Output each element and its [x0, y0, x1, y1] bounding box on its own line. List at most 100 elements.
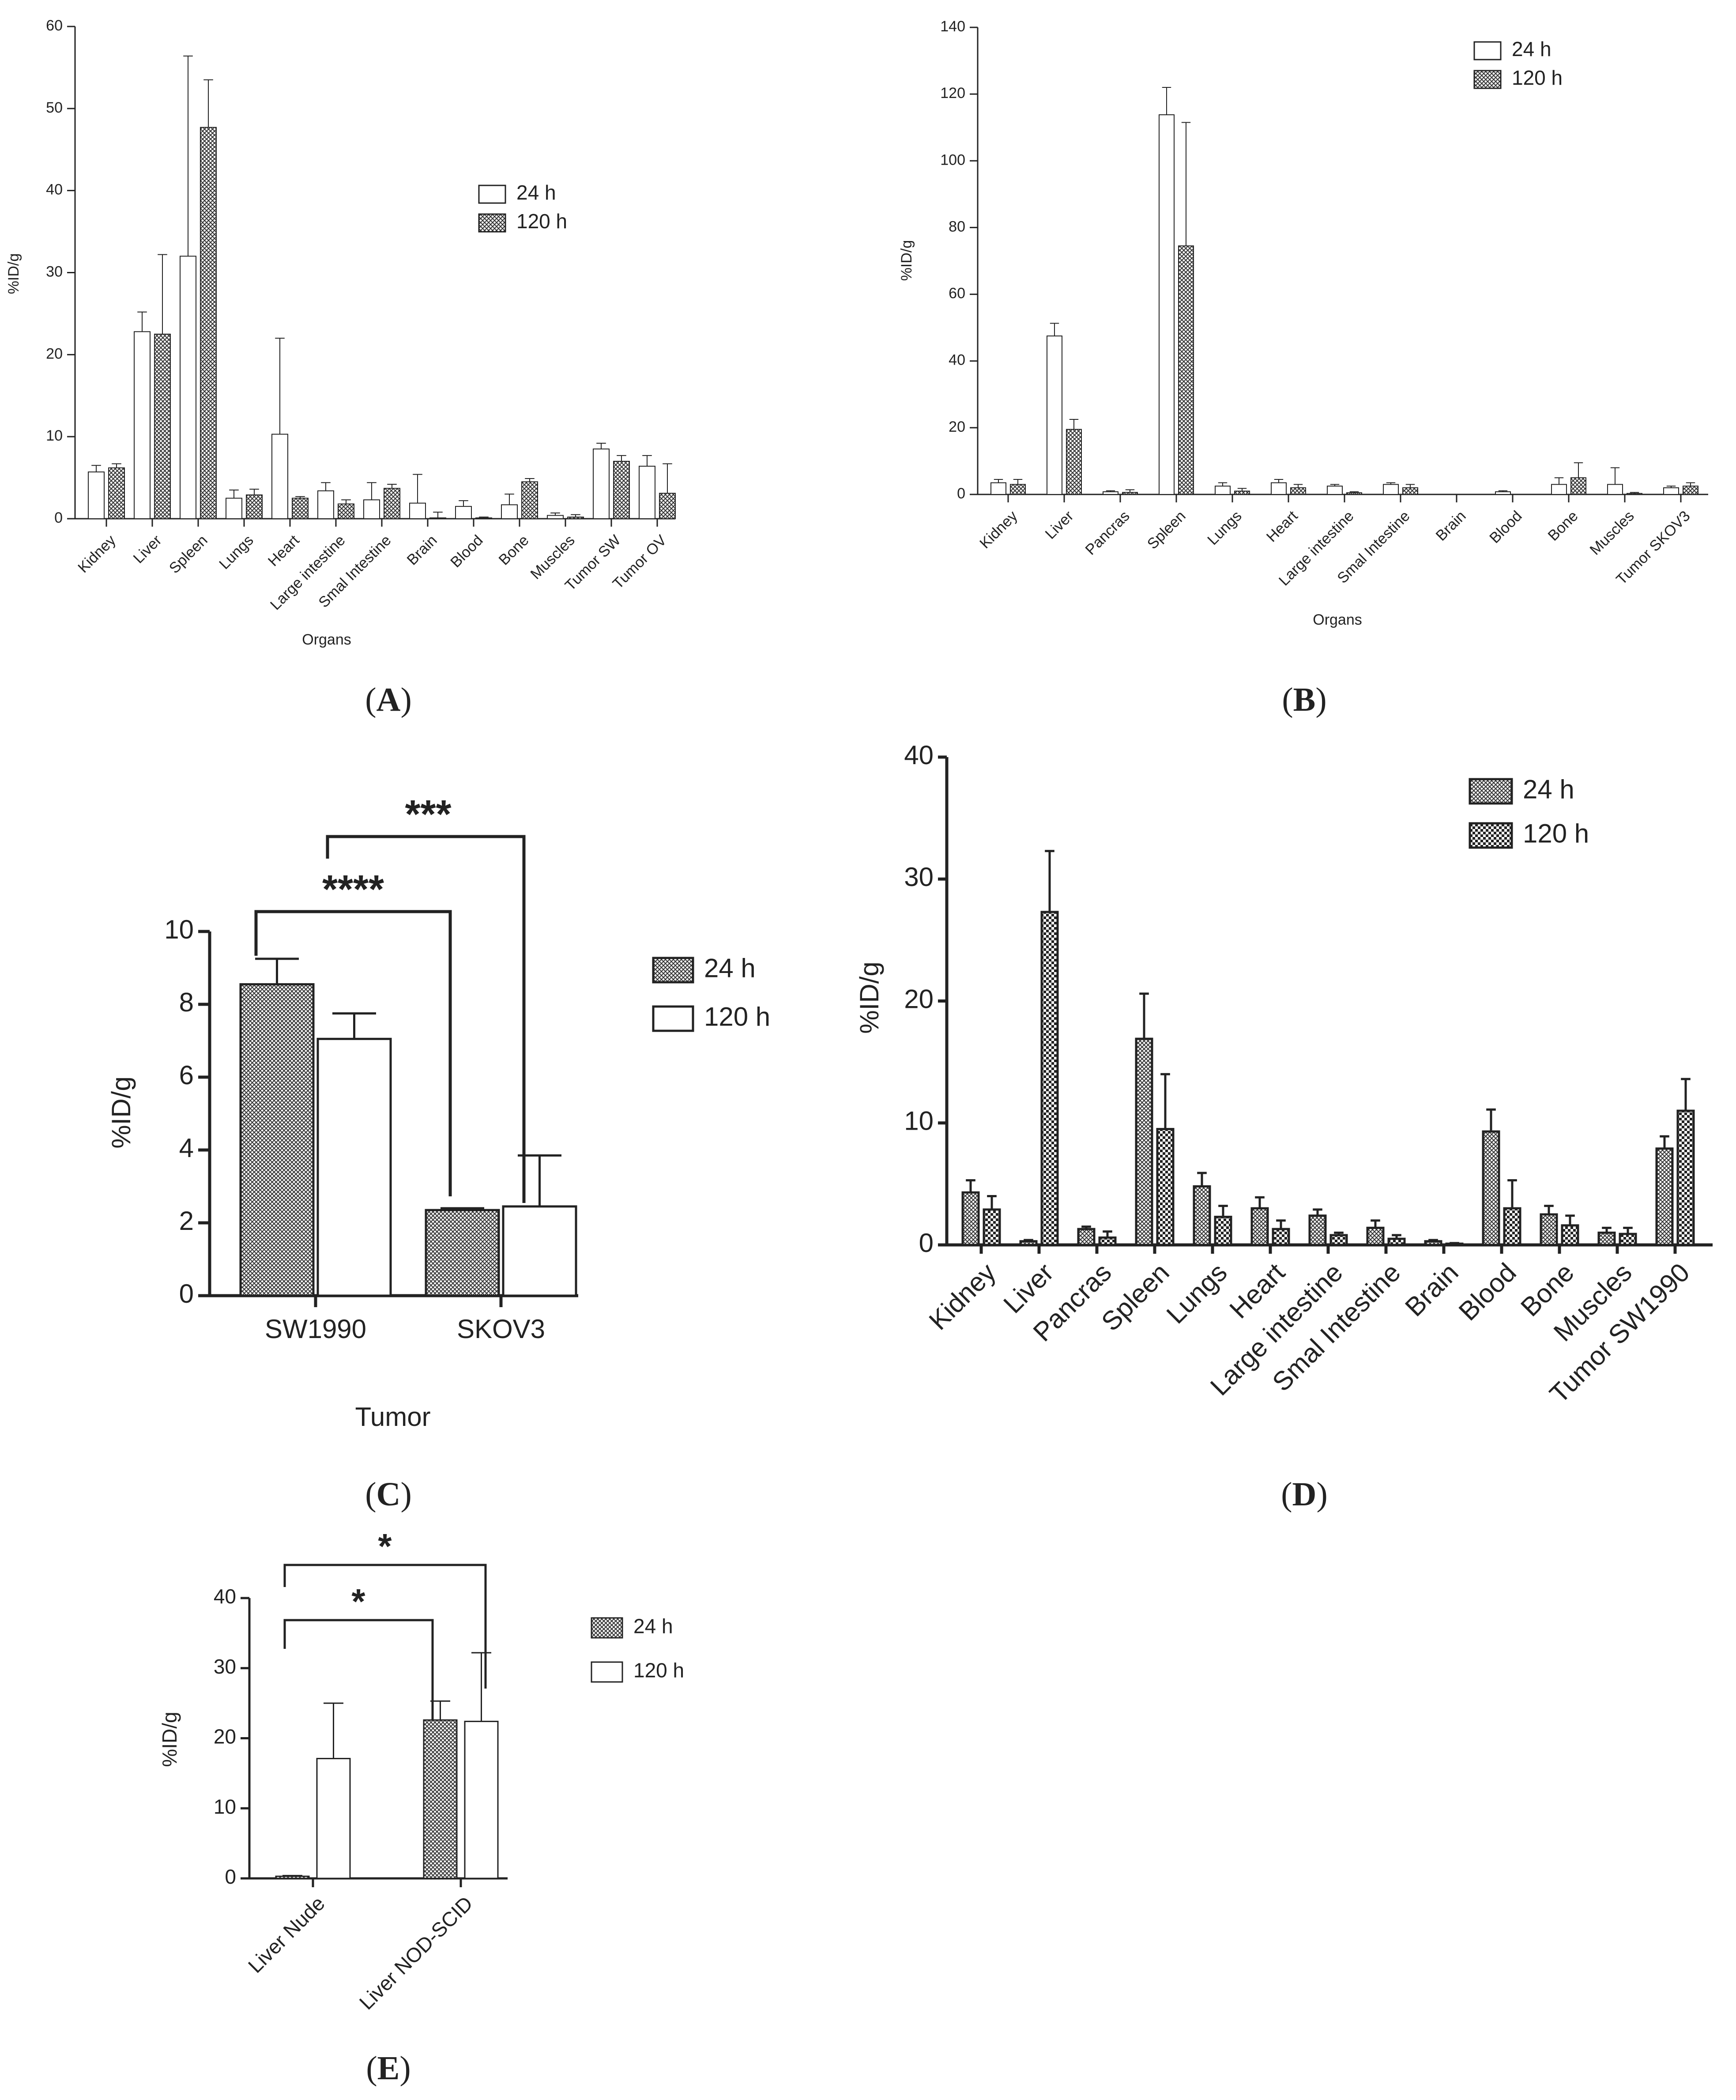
legend-label: 120 h — [1523, 818, 1589, 848]
bar-24h-Spleen — [1159, 114, 1175, 495]
legend-label: 120 h — [1512, 66, 1563, 89]
legend-label: 120 h — [704, 1002, 770, 1031]
y-tick-label: 20 — [46, 345, 63, 362]
x-axis-label: Organs — [302, 631, 351, 648]
y-tick-label: 40 — [904, 740, 934, 770]
category-label: SW1990 — [265, 1314, 366, 1344]
bar-120h-SKOV3 — [502, 1205, 577, 1297]
bar-120h-Liver-Nude — [316, 1758, 351, 1879]
y-tick-label: 10 — [46, 427, 63, 444]
bar-24h-Kidney — [961, 1191, 980, 1246]
category-label: Pancras — [1082, 508, 1133, 558]
y-tick-label: 8 — [179, 988, 194, 1017]
bar-24h-Blood — [1495, 491, 1511, 495]
category-label: Liver Nude — [244, 1892, 329, 1977]
category-label: Muscles — [1587, 508, 1638, 558]
category-label: Heart — [265, 532, 303, 569]
bar-24h-Pancras — [1103, 491, 1118, 495]
panel-paren: ( — [365, 1476, 376, 1513]
category-label: Kidney — [976, 508, 1021, 552]
panel-letter: B — [1293, 681, 1316, 718]
bar-24h-SKOV3 — [425, 1209, 500, 1297]
panel-letter: D — [1292, 1476, 1317, 1513]
y-tick-label: 20 — [949, 418, 965, 435]
bar-120h-Blood — [1503, 1207, 1521, 1246]
bar-120h-Large-intestine — [1346, 492, 1362, 495]
y-tick-label: 4 — [179, 1133, 194, 1163]
bar-24h-Heart — [1250, 1207, 1269, 1246]
y-tick-label: 10 — [164, 915, 194, 944]
significance-stars: * — [351, 1582, 365, 1621]
bar-24h-Large-intestine — [1327, 486, 1343, 495]
bar-120h-Spleen — [200, 127, 217, 519]
bar-120h-Large-intestine — [338, 503, 354, 520]
legend-swatch — [478, 213, 506, 233]
bar-120h-Bone — [521, 481, 538, 519]
category-label: Spleen — [166, 532, 211, 577]
y-tick-label: 60 — [46, 17, 63, 34]
panel-paren: ( — [1281, 1476, 1292, 1513]
bar-120h-Liver — [154, 333, 171, 519]
bar-24h-Large-intestine — [1308, 1214, 1327, 1246]
bar-24h-Lungs — [226, 498, 242, 519]
bar-120h-Liver — [1040, 911, 1059, 1246]
bar-24h-SW1990 — [239, 983, 315, 1297]
y-tick-label: 30 — [904, 862, 934, 892]
panel-paren: ) — [1315, 681, 1326, 718]
y-tick-label: 30 — [46, 263, 63, 280]
bar-120h-Smal-Intestine — [1402, 487, 1418, 495]
bar-24h-Liver-NOD-SCID — [423, 1719, 458, 1879]
significance-bracket: *** — [326, 792, 526, 1203]
category-label: Blood — [447, 532, 486, 571]
bar-24h-Tumor-SKOV3 — [1663, 487, 1679, 495]
bar-120h-Lungs — [246, 494, 263, 519]
panel-paren: ( — [365, 681, 376, 718]
panel-letter: A — [377, 681, 401, 718]
category-label: Lungs — [1204, 508, 1245, 548]
bar-24h-Blood — [1482, 1130, 1500, 1246]
bracket-line — [326, 835, 526, 1203]
bar-24h-Bone — [501, 504, 518, 519]
y-tick-label: 50 — [46, 99, 63, 116]
panel-paren: ) — [1316, 1476, 1327, 1513]
legend-label: 120 h — [633, 1659, 684, 1682]
bar-24h-Liver — [1047, 336, 1062, 495]
bracket-line — [283, 1564, 487, 1689]
bar-24h-Bone — [1540, 1213, 1558, 1246]
chart-panel-B: 0 20 40 60 80 100 120 140 %ID/g Kidney Liver Pancra… — [898, 18, 1708, 718]
y-axis-label: %ID/g — [106, 1076, 136, 1148]
bar-120h-Lungs — [1214, 1215, 1232, 1246]
y-tick-label: 80 — [949, 218, 965, 235]
category-label: Bone — [1545, 508, 1582, 544]
legend-label: 24 h — [704, 953, 756, 983]
category-label: Brain — [404, 532, 441, 569]
bar-120h-Kidney — [108, 467, 125, 519]
category-label: Blood — [1486, 508, 1525, 547]
bar-120h-Lungs — [1234, 490, 1250, 495]
y-tick-label: 60 — [949, 285, 965, 302]
y-tick-label: 10 — [904, 1106, 934, 1136]
panel-label: (E) — [366, 2050, 410, 2087]
significance-bracket: * — [283, 1582, 434, 1719]
legend-swatch — [591, 1661, 623, 1683]
category-label: Liver NOD-SCID — [355, 1892, 477, 2014]
category-label: Spleen — [1144, 508, 1189, 553]
bar-24h-Bone — [1551, 484, 1567, 495]
bar-120h-Liver — [1066, 429, 1082, 495]
y-axis-label: %ID/g — [898, 240, 915, 281]
bar-24h-Smal-Intestine — [363, 499, 380, 519]
legend-label: 120 h — [516, 210, 567, 233]
panel-paren: ) — [400, 1476, 411, 1513]
bar-120h-Spleen — [1156, 1128, 1175, 1246]
chart-panel-D: 010203040%ID/gKidneyLiverPancrasSpleenLu… — [855, 740, 1713, 1513]
category-label: Blood — [1453, 1257, 1522, 1326]
bar-24h-Liver-Nude — [275, 1875, 310, 1879]
bar-120h-Heart — [1272, 1228, 1290, 1246]
y-tick-label: 0 — [919, 1228, 934, 1258]
y-tick-label: 2 — [179, 1206, 194, 1236]
bar-24h-Spleen — [1135, 1037, 1153, 1246]
bar-24h-Tumor-OV — [639, 466, 655, 519]
bar-24h-Lungs — [1215, 486, 1231, 495]
bar-24h-Tumor-SW — [593, 449, 610, 520]
